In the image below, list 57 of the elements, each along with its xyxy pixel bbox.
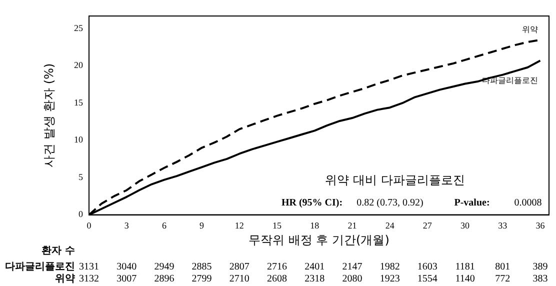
x-tick-label: 0 (86, 220, 92, 231)
text: 2401 (304, 262, 325, 273)
x-tick-label: 9 (200, 220, 205, 231)
text: 2949 (154, 262, 174, 273)
text: 3132 (79, 274, 99, 285)
annotation: HR (95% CI): (281, 197, 343, 208)
text: 2080 (342, 274, 362, 285)
annotation: 0.82 (0.73, 0.92) (356, 197, 424, 208)
x-tick-label: 15 (272, 220, 282, 231)
text: 1140 (455, 274, 475, 285)
text: 2807 (229, 262, 250, 273)
y-tick-label: 10 (74, 134, 84, 145)
annotation: 위약 대비 다파글리플로진 (325, 172, 465, 187)
x-tick-label: 3 (124, 220, 130, 231)
text: 1923 (380, 274, 400, 285)
text: 1554 (417, 274, 438, 285)
text: 2885 (192, 262, 212, 273)
text: 다파글리플로진 (5, 262, 75, 273)
y-tick-label: 15 (74, 97, 84, 108)
text: 1982 (380, 262, 400, 273)
x-axis-title: 무작위 배정 후 기간(개월) (248, 232, 390, 247)
text: 3040 (116, 262, 137, 273)
text: 2799 (192, 274, 212, 285)
text: 2716 (267, 262, 288, 273)
series-label: 위약 (522, 24, 538, 34)
annotation: P-value: (454, 197, 490, 208)
x-tick-label: 18 (310, 220, 320, 231)
text: 2710 (229, 274, 250, 285)
text: 3007 (116, 274, 137, 285)
y-tick-label: 5 (78, 172, 84, 182)
text: 2147 (342, 262, 362, 273)
text: 2896 (154, 274, 174, 285)
annotation: 0.0008 (514, 197, 542, 208)
x-tick-label: 6 (162, 220, 167, 231)
y-axis-title: 사건 발생 환자 (%) (42, 63, 56, 168)
text: 환자 수 (42, 246, 75, 257)
y-tick-label: 25 (74, 23, 84, 34)
text: 1603 (417, 262, 438, 273)
y-tick-label: 0 (78, 209, 84, 220)
series-label: 다파글리플로진 (482, 76, 538, 85)
text: 1181 (455, 262, 475, 273)
text: 801 (495, 262, 510, 273)
text: 위약 (55, 274, 75, 285)
text: 383 (532, 274, 548, 285)
x-tick-label: 27 (422, 220, 432, 231)
x-tick-label: 12 (234, 220, 244, 231)
x-tick-label: 21 (348, 220, 357, 231)
x-tick-label: 36 (536, 220, 546, 231)
x-tick-label: 30 (460, 220, 470, 231)
x-tick-label: 33 (498, 220, 508, 231)
text: 3131 (79, 262, 99, 273)
text: 772 (495, 274, 510, 285)
text: 2608 (267, 274, 288, 285)
x-tick-label: 24 (385, 220, 395, 231)
text: 2318 (304, 274, 325, 285)
text: 389 (532, 262, 548, 273)
y-tick-label: 20 (74, 60, 84, 70)
